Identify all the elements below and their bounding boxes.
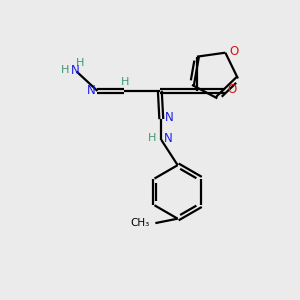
Text: N: N: [165, 111, 174, 124]
Text: H: H: [148, 134, 157, 143]
Text: N: N: [71, 64, 80, 77]
Text: O: O: [229, 45, 238, 58]
Text: H: H: [121, 77, 129, 87]
Text: O: O: [227, 83, 236, 97]
Text: N: N: [164, 132, 173, 145]
Text: N: N: [87, 84, 96, 97]
Text: H: H: [75, 58, 84, 68]
Text: H: H: [61, 65, 69, 75]
Text: CH₃: CH₃: [131, 218, 150, 228]
